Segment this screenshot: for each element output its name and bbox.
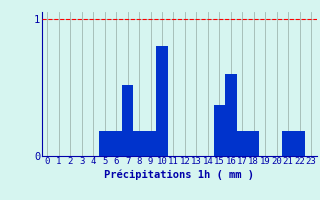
Bar (122, 85, 133, 156)
Bar (133, 131, 145, 156)
Bar (156, 46, 168, 156)
Bar (145, 131, 156, 156)
Bar (236, 131, 248, 156)
X-axis label: Précipitations 1h ( mm ): Précipitations 1h ( mm ) (104, 169, 254, 180)
Bar (99, 131, 110, 156)
Bar (248, 131, 260, 156)
Bar (282, 131, 294, 156)
Bar (214, 105, 225, 156)
Bar (225, 74, 236, 156)
Bar (110, 131, 122, 156)
Bar (294, 131, 305, 156)
